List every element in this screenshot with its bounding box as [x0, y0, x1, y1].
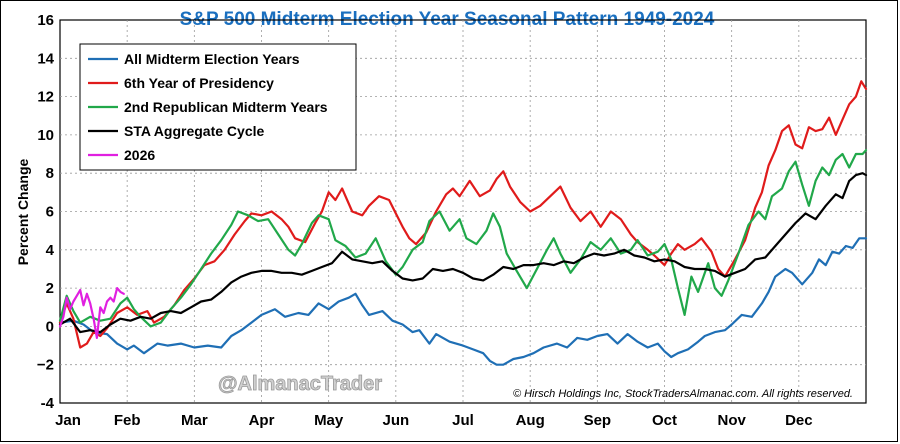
y-tick-label: 2 [46, 280, 54, 297]
x-tick-label: Aug [516, 412, 545, 429]
x-tick-labels: Jan Feb Mar Apr May Jun Jul Aug Sep Oct Nov Dec [55, 412, 813, 429]
x-tick-label: Jul [452, 412, 474, 429]
watermark: @AlmanacTrader [218, 373, 382, 395]
x-tick-label: Feb [114, 412, 141, 429]
y-tick-label: 8 [46, 165, 54, 182]
series-line-3 [58, 149, 868, 328]
y-axis-label: Percent Change [15, 158, 31, 265]
x-tick-label: Jan [55, 412, 81, 429]
x-tick-label: Mar [181, 412, 208, 429]
series-line-4 [58, 172, 868, 334]
y-tick-label: 12 [37, 89, 54, 106]
y-tick-label: 14 [37, 50, 54, 67]
y-tick-label: 6 [46, 204, 54, 221]
series-line-5 [58, 287, 125, 339]
legend: All Midterm Election Years 6th Year of Pr… [79, 43, 357, 171]
y-tick-label: -4 [41, 395, 55, 412]
legend-label: 2026 [124, 147, 155, 163]
legend-label: 6th Year of Presidency [124, 75, 274, 91]
y-tick-label: 4 [46, 242, 55, 259]
legend-label: All Midterm Election Years [124, 51, 300, 67]
legend-label: STA Aggregate Cycle [124, 123, 265, 139]
y-tick-label: 10 [37, 127, 54, 144]
x-tick-label: Oct [652, 412, 677, 429]
x-tick-label: Apr [249, 412, 275, 429]
x-tick-label: May [314, 412, 344, 429]
y-tick-label: 0 [46, 318, 54, 335]
y-tick-labels: -4 −2 0 2 4 6 8 10 12 14 16 [37, 12, 55, 412]
x-tick-label: Jun [382, 412, 409, 429]
legend-box [79, 43, 357, 171]
y-tick-label: 16 [37, 12, 54, 29]
legend-label: 2nd Republican Midterm Years [124, 99, 328, 115]
x-tick-label: Sep [584, 412, 612, 429]
x-tick-label: Nov [717, 412, 746, 429]
series-lines [58, 80, 868, 366]
x-tick-label: Dec [785, 412, 813, 429]
series-line-1 [58, 237, 868, 366]
copyright-notice: © Hirsch Holdings Inc, StockTradersAlman… [513, 388, 853, 400]
y-tick-label: −2 [37, 357, 54, 374]
